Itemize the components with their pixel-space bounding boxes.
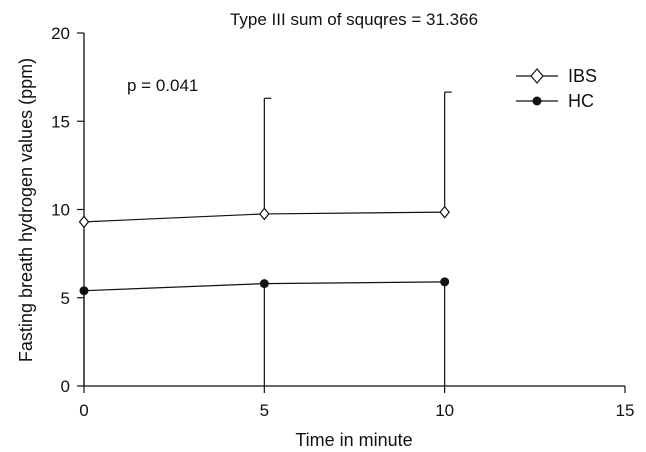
chart-title: Type III sum of squqres = 31.366 (230, 10, 478, 29)
x-axis-title: Time in minute (295, 430, 412, 450)
y-tick-label: 0 (61, 377, 70, 396)
point-hc (259, 279, 269, 289)
point-hc (440, 277, 450, 287)
point-hc (79, 286, 89, 296)
legend-marker-ibs (530, 68, 544, 84)
error-bars (83, 91, 452, 386)
legend-marker-hc (532, 96, 542, 106)
point-ibs (78, 215, 90, 229)
x-tick-label: 5 (260, 401, 269, 420)
legend: IBS HC (516, 66, 597, 111)
x-tick-label: 10 (435, 401, 454, 420)
legend-item-hc: HC (516, 91, 594, 111)
y-tick-label: 10 (51, 201, 70, 220)
legend-item-ibs: IBS (516, 66, 597, 86)
point-ibs (259, 207, 270, 221)
series-group (78, 205, 450, 296)
y-tick-label: 5 (61, 289, 70, 308)
legend-label-ibs: IBS (568, 66, 597, 86)
y-axis-title: Fasting breath hydrogen values (ppm) (16, 58, 36, 362)
legend-label-hc: HC (568, 91, 594, 111)
point-ibs (439, 205, 450, 219)
y-ticks: 0 5 10 15 20 (51, 24, 84, 396)
x-ticks: 0 5 10 15 (79, 386, 634, 420)
p-value-annotation: p = 0.041 (127, 76, 198, 95)
x-tick-label: 0 (79, 401, 88, 420)
x-tick-label: 15 (616, 401, 635, 420)
y-tick-label: 20 (51, 24, 70, 43)
y-tick-label: 15 (51, 112, 70, 131)
